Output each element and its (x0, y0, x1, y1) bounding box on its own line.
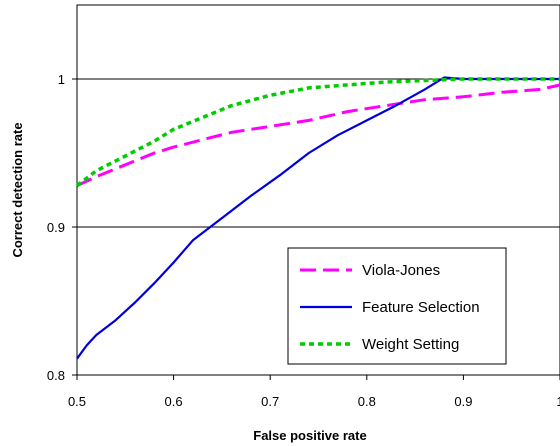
legend: Viola-Jones Feature Selection Weight Setti… (287, 247, 507, 365)
y-axis-title: Correct detection rate (10, 122, 25, 257)
series-line-viola-jones (76, 83, 560, 187)
x-tick-label-0: 0.5 (68, 394, 86, 409)
legend-label-0: Viola-Jones (362, 262, 440, 279)
x-tick-label-4: 0.9 (454, 394, 472, 409)
series-lines (75, 76, 560, 360)
x-tick-labels: 0.5 0.6 0.7 0.8 0.9 1 (68, 394, 560, 409)
legend-label-2: Weight Setting (362, 336, 459, 353)
legend-label-1: Feature Selection (362, 299, 480, 316)
series-line-feature-selection (76, 76, 560, 360)
x-tick-label-1: 0.6 (165, 394, 183, 409)
y-tick-label-2: 1 (58, 72, 65, 87)
y-tick-label-0: 0.8 (47, 368, 65, 383)
axis-ticks (72, 78, 560, 380)
y-tick-label-1: 0.9 (47, 220, 65, 235)
y-tick-labels: 0.8 0.9 1 (47, 72, 65, 383)
x-tick-label-5: 1 (556, 394, 560, 409)
x-axis-title: False positive rate (253, 428, 366, 443)
series-line-weight-setting (75, 77, 560, 187)
x-tick-label-3: 0.8 (358, 394, 376, 409)
x-tick-label-2: 0.7 (261, 394, 279, 409)
legend-items: Viola-Jones Feature Selection Weight Setti… (300, 262, 480, 353)
